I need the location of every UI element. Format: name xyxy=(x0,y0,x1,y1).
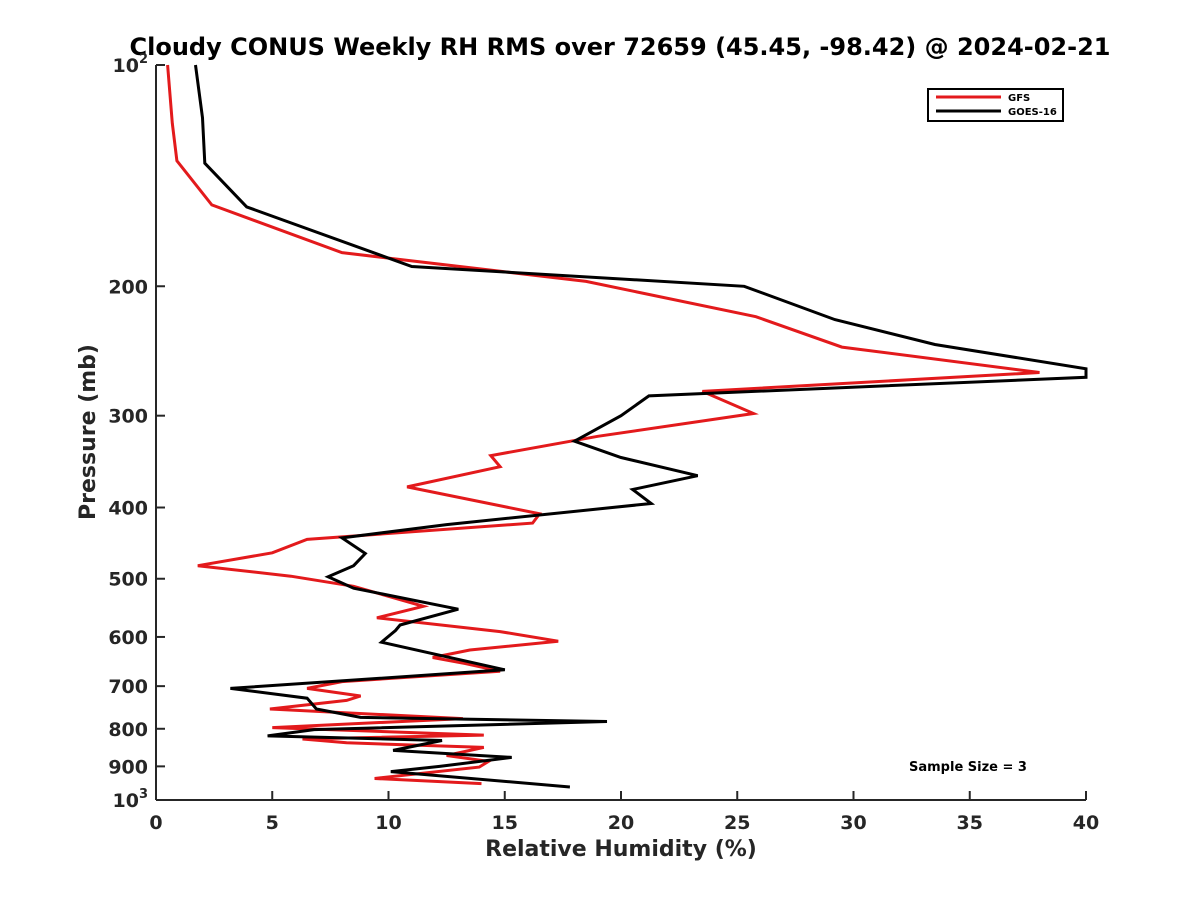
chart-title: Cloudy CONUS Weekly RH RMS over 72659 (4… xyxy=(130,33,1111,61)
x-tick-label: 20 xyxy=(608,812,634,834)
y-tick-label: 400 xyxy=(108,498,148,520)
y-tick-label: 900 xyxy=(108,756,148,778)
y-tick-label: 102 xyxy=(113,52,149,77)
x-tick-label: 15 xyxy=(492,812,518,834)
y-tick-label: 103 xyxy=(113,787,149,812)
y-tick-label: 800 xyxy=(108,719,148,741)
series-line-goes-16 xyxy=(194,64,1088,789)
sample-size-annotation: Sample Size = 3 xyxy=(909,760,1027,775)
y-tick-label: 700 xyxy=(108,676,148,698)
y-axis-label: Pressure (mb) xyxy=(76,344,101,520)
x-tick-label: 0 xyxy=(149,812,162,834)
legend: GFS GOES-16 xyxy=(927,88,1064,122)
y-axis: 102 200 300 400 500 600 700 800 900 103 xyxy=(108,52,165,812)
y-tick-label: 300 xyxy=(108,406,148,428)
x-tick-label: 35 xyxy=(957,812,983,834)
legend-label: GFS xyxy=(1008,93,1030,104)
series-line-gfs xyxy=(166,64,1040,786)
y-tick-label: 500 xyxy=(108,569,148,591)
x-tick-label: 10 xyxy=(375,812,401,834)
legend-label: GOES-16 xyxy=(1008,107,1057,118)
x-axis: 0 5 10 15 20 25 30 35 40 xyxy=(149,791,1099,834)
y-tick-label: 200 xyxy=(108,276,148,298)
x-axis-label: Relative Humidity (%) xyxy=(485,837,757,862)
x-tick-label: 40 xyxy=(1073,812,1099,834)
y-tick-label: 600 xyxy=(108,627,148,649)
plot-area xyxy=(166,64,1088,789)
legend-box xyxy=(927,88,1064,122)
x-tick-label: 5 xyxy=(266,812,279,834)
x-tick-label: 25 xyxy=(724,812,750,834)
x-tick-label: 30 xyxy=(840,812,866,834)
